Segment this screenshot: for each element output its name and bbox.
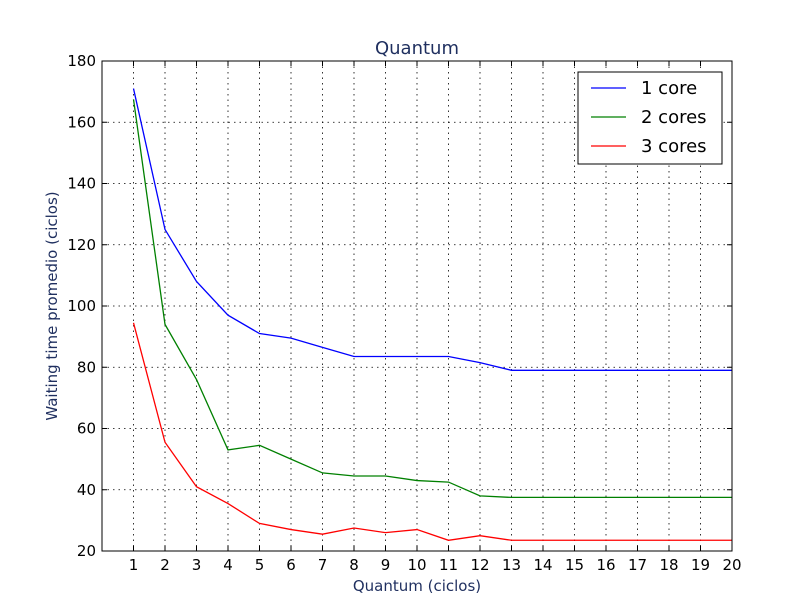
y-tick-label: 120: [67, 236, 96, 254]
tick-labels: 1 2 3 4 5 6 7 8 9 10 11 12 13 14 15 16 17 18 19 20204060801…: [67, 52, 741, 574]
x-tick-label: 19: [691, 556, 710, 574]
legend: 1 core 2 cores 3 cores: [577, 71, 723, 165]
y-tick-label: 60: [77, 420, 96, 438]
x-tick-label: 17: [628, 556, 647, 574]
x-tick-label: 3: [192, 556, 202, 574]
x-tick-label: 13: [502, 556, 521, 574]
axis-ticks: [102, 60, 733, 552]
y-axis-label: Waiting time promedio (ciclos): [43, 191, 61, 420]
y-tick-label: 100: [67, 297, 96, 315]
x-tick-label: 15: [565, 556, 584, 574]
x-tick-label: 2: [160, 556, 170, 574]
x-tick-label: 16: [596, 556, 615, 574]
y-tick-label: 80: [77, 358, 96, 376]
x-tick-label: 9: [381, 556, 391, 574]
y-tick-label: 40: [77, 481, 96, 499]
x-axis-label: Quantum (ciclos): [353, 577, 481, 595]
y-tick-label: 160: [67, 113, 96, 131]
series-line-3: [132, 322, 732, 541]
series-lines: [132, 88, 732, 541]
y-tick-label: 140: [67, 175, 96, 193]
x-tick-label: 5: [255, 556, 265, 574]
x-tick-label: 20: [722, 556, 741, 574]
legend-box: [577, 71, 723, 165]
series-line-2: [132, 99, 732, 499]
legend-label-1: 1 core: [641, 78, 697, 99]
legend-label-2: 2 cores: [641, 107, 707, 128]
x-tick-label: 7: [318, 556, 328, 574]
x-tick-label: 18: [659, 556, 678, 574]
x-tick-label: 14: [533, 556, 552, 574]
x-tick-label: 8: [349, 556, 359, 574]
x-tick-label: 6: [286, 556, 296, 574]
y-tick-label: 180: [67, 52, 96, 70]
x-tick-label: 12: [470, 556, 489, 574]
x-tick-label: 10: [407, 556, 426, 574]
legend-label-3: 3 cores: [641, 136, 707, 157]
y-tick-label: 20: [77, 542, 96, 560]
x-tick-label: 11: [439, 556, 458, 574]
x-tick-label: 1: [129, 556, 139, 574]
chart-title: Quantum: [375, 38, 459, 59]
series-line-1: [132, 88, 732, 371]
x-tick-label: 4: [223, 556, 233, 574]
